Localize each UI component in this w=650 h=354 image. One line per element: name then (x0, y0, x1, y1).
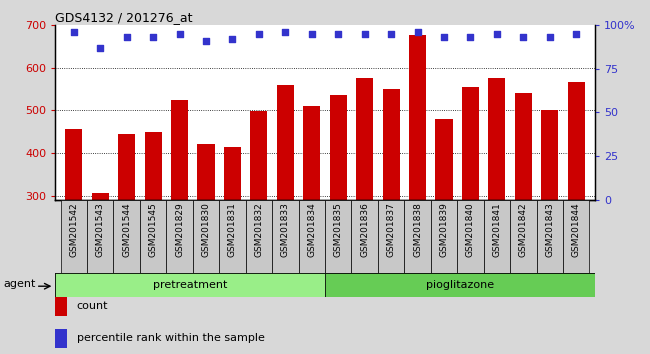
Point (95, 45, 105, 50)
Bar (65, 130, 83, 200)
Text: GSM201840: GSM201840 (466, 202, 475, 257)
Bar (409, 35, 426, 200)
Bar (171, 99, 188, 200)
Bar (484, 200, 510, 273)
Bar (272, 200, 298, 273)
Point (148, 34, 159, 40)
Text: GSM201844: GSM201844 (572, 202, 580, 257)
Text: count: count (77, 301, 108, 311)
Point (412, 29, 423, 35)
Point (571, 31, 582, 36)
Bar (303, 106, 320, 200)
Point (518, 34, 528, 40)
Point (174, 31, 185, 36)
Bar (92, 193, 109, 200)
Bar (325, 273, 595, 297)
Bar (55, 297, 67, 316)
Text: GSM201835: GSM201835 (333, 202, 343, 257)
Bar (277, 85, 294, 200)
Bar (563, 200, 590, 273)
Bar (55, 329, 67, 348)
Point (254, 31, 264, 36)
Bar (536, 200, 563, 273)
Bar (224, 147, 241, 200)
Bar (541, 110, 558, 200)
Bar (118, 134, 135, 200)
Bar (356, 78, 373, 200)
Point (280, 29, 291, 35)
Text: GSM201543: GSM201543 (96, 202, 105, 257)
Text: GDS4132 / 201276_at: GDS4132 / 201276_at (55, 11, 193, 24)
Bar (298, 200, 325, 273)
Text: pretreatment: pretreatment (153, 280, 228, 290)
Bar (436, 119, 452, 200)
Text: GSM201838: GSM201838 (413, 202, 422, 257)
Point (122, 34, 132, 40)
Point (68, 29, 79, 35)
Text: GSM201839: GSM201839 (439, 202, 448, 257)
Bar (325, 200, 352, 273)
Text: GSM201542: GSM201542 (70, 202, 78, 257)
Bar (462, 87, 479, 200)
Point (386, 31, 396, 36)
Bar (567, 82, 585, 200)
Text: GSM201831: GSM201831 (228, 202, 237, 257)
Bar (193, 200, 219, 273)
Text: GSM201837: GSM201837 (387, 202, 396, 257)
Point (201, 38, 211, 44)
Bar (515, 93, 532, 200)
Text: agent: agent (3, 279, 36, 289)
Text: GSM201836: GSM201836 (360, 202, 369, 257)
Point (545, 34, 555, 40)
Point (307, 31, 317, 36)
Bar (114, 200, 140, 273)
Text: GSM201544: GSM201544 (122, 202, 131, 257)
Bar (330, 95, 347, 200)
Bar (60, 200, 87, 273)
Point (439, 34, 449, 40)
Text: GSM201829: GSM201829 (175, 202, 184, 257)
Bar (457, 200, 484, 273)
Point (465, 34, 476, 40)
Text: GSM201830: GSM201830 (202, 202, 211, 257)
Bar (488, 78, 506, 200)
Point (359, 31, 370, 36)
Bar (510, 200, 536, 273)
Bar (250, 111, 268, 200)
Bar (219, 200, 246, 273)
Text: pioglitazone: pioglitazone (426, 280, 494, 290)
Bar (140, 200, 166, 273)
Bar (404, 200, 431, 273)
Bar (378, 200, 404, 273)
Bar (166, 200, 193, 273)
Text: GSM201843: GSM201843 (545, 202, 554, 257)
Bar (144, 132, 162, 200)
Text: GSM201832: GSM201832 (254, 202, 263, 257)
Point (227, 36, 238, 42)
Bar (352, 200, 378, 273)
Text: GSM201842: GSM201842 (519, 202, 528, 257)
Point (333, 31, 343, 36)
Bar (246, 200, 272, 273)
Text: GSM201834: GSM201834 (307, 202, 317, 257)
Text: GSM201545: GSM201545 (149, 202, 157, 257)
Point (491, 31, 502, 36)
Bar (55, 273, 325, 297)
Bar (198, 144, 214, 200)
Bar (431, 200, 457, 273)
Text: percentile rank within the sample: percentile rank within the sample (77, 333, 265, 343)
Bar (382, 89, 400, 200)
Text: GSM201833: GSM201833 (281, 202, 290, 257)
Bar (87, 200, 114, 273)
Text: GSM201841: GSM201841 (493, 202, 501, 257)
